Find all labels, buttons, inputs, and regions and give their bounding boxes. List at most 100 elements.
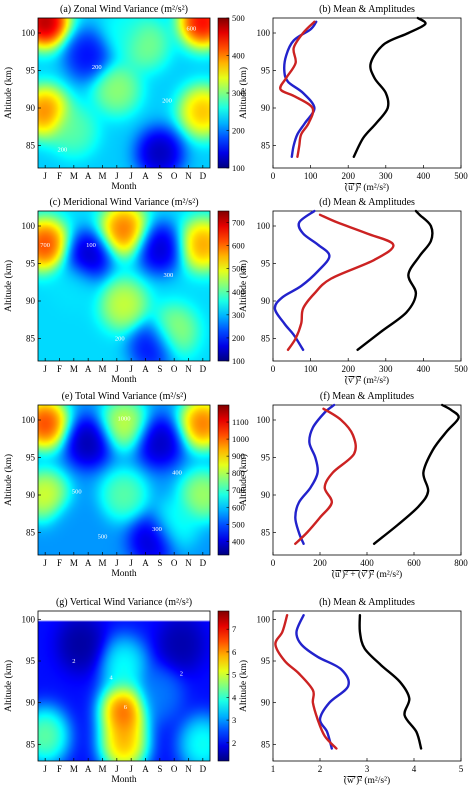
x-tick-label: F [57, 364, 62, 374]
panel-c: (c) Meridional Wind Variance (m²/s²) 700 1… [3, 197, 245, 385]
contour-label: 300 [152, 526, 162, 533]
y-tick-label: 100 [257, 221, 271, 231]
x-tick-label: J [115, 364, 119, 374]
x-tick-label: J [43, 558, 47, 568]
x-axis-label: Month [111, 569, 137, 579]
series-line-0 [358, 614, 423, 750]
series-line-2 [294, 407, 357, 545]
x-axis-label-unit: (m²/s²) [374, 569, 402, 580]
x-axis-label: (u′)² (m²/s²) [345, 182, 389, 193]
contour-label: 6 [124, 704, 128, 711]
colorbar-tick-label: 6 [232, 647, 236, 657]
x-tick-label: A [85, 364, 92, 374]
colorbar-tick-label: 700 [232, 218, 245, 228]
colorbar-tick-label: 4 [232, 692, 237, 702]
x-tick-label: J [115, 764, 119, 774]
x-tick-label: 500 [454, 364, 468, 374]
colorbar-tick-label: 1000 [232, 434, 249, 444]
x-axis-label: (u′)² + (v′)² (m²/s²) [332, 569, 402, 580]
y-tick-label: 90 [261, 103, 271, 113]
y-tick-label: 90 [26, 490, 36, 500]
y-tick-label: 100 [22, 221, 36, 231]
y-tick-label: 85 [26, 141, 36, 151]
panel-title: (h) Mean & Amplitudes [319, 597, 415, 608]
contour-label: 2 [180, 671, 183, 678]
contour-label: 500 [72, 488, 82, 495]
y-tick-label: 85 [26, 739, 36, 749]
series-line-0 [356, 209, 434, 351]
colorbar-tick-label: 400 [232, 287, 245, 297]
plot-frame [272, 610, 462, 762]
colorbar-tick-label: 3 [232, 715, 236, 725]
x-tick-label: J [129, 364, 133, 374]
x-tick-label: D [200, 764, 207, 774]
panel-f: (f) Mean & Amplitudes 0 200 400 600 800 (u′)² … [238, 391, 468, 580]
y-tick-label: 100 [22, 614, 36, 624]
x-tick-label: O [171, 364, 178, 374]
y-axis-label: Altitude (km) [3, 67, 14, 119]
x-tick-label: D [200, 558, 207, 568]
panel-title: (b) Mean & Amplitudes [319, 4, 415, 15]
colorbar-tick-label: 500 [232, 519, 245, 529]
contour-label: 200 [115, 336, 125, 343]
y-tick-label: 90 [261, 698, 271, 708]
plot-frame [37, 610, 211, 762]
y-tick-label: 95 [261, 453, 271, 463]
y-axis-label: Altitude (km) [238, 67, 249, 119]
y-tick-label: 85 [261, 528, 271, 538]
x-tick-label: J [43, 171, 47, 181]
colorbar [217, 404, 230, 556]
panel-b: (b) Mean & Amplitudes 0 100 200 300 400 500 (u′… [238, 4, 468, 193]
plot-frame [37, 404, 211, 556]
x-tick-label: N [185, 558, 192, 568]
x-tick-label: D [200, 364, 207, 374]
colorbar-tick-label: 200 [232, 126, 245, 136]
colorbar-tick-label: 600 [232, 241, 245, 251]
colorbar-tick-label: 800 [232, 468, 245, 478]
x-tick-label: J [129, 171, 133, 181]
panel-e: (e) Total Wind Variance (m²/s²) 1000 500 40… [3, 391, 249, 579]
heatmap-field [38, 211, 210, 361]
series-line-1 [273, 209, 331, 351]
y-tick-label: 100 [22, 415, 36, 425]
x-axis-label: Month [111, 375, 137, 385]
y-tick-label: 95 [261, 656, 271, 666]
series-line-1 [295, 614, 350, 750]
colorbar-tick-label: 7 [232, 624, 236, 634]
plot-frame [37, 17, 211, 169]
x-tick-label: 200 [313, 558, 327, 568]
contour-label: 500 [98, 533, 108, 540]
x-tick-label: A [142, 364, 149, 374]
x-tick-label: O [171, 171, 178, 181]
contour-label: 2 [72, 658, 75, 665]
series-line-1 [294, 403, 336, 545]
x-tick-label: 5 [459, 764, 464, 774]
x-tick-label: J [129, 558, 133, 568]
x-tick-label: M [70, 764, 78, 774]
x-tick-label: 0 [271, 171, 276, 181]
x-tick-label: M [98, 764, 106, 774]
x-tick-label: J [43, 364, 47, 374]
x-tick-label: 300 [379, 171, 393, 181]
x-axis-label-quantity: (v′)² [345, 375, 361, 386]
contour-label: 300 [164, 272, 174, 279]
x-tick-label: F [57, 764, 62, 774]
panel-a: (a) Zonal Wind Variance (m²/s²) 600 200 200… [3, 4, 245, 192]
x-axis-label: (w′)² (m²/s²) [344, 775, 390, 786]
x-tick-label: A [85, 171, 92, 181]
x-tick-label: 800 [454, 558, 468, 568]
x-tick-label: N [185, 171, 192, 181]
plot-frame [37, 210, 211, 362]
contour-label: 700 [40, 242, 50, 249]
x-tick-label: 600 [407, 558, 421, 568]
y-tick-label: 95 [261, 66, 271, 76]
x-tick-label: 0 [271, 364, 276, 374]
y-tick-label: 90 [26, 698, 36, 708]
plot-frame [272, 17, 462, 169]
x-tick-label: A [142, 764, 149, 774]
series-line-2 [274, 614, 338, 750]
x-tick-label: F [57, 171, 62, 181]
y-tick-label: 100 [257, 415, 271, 425]
